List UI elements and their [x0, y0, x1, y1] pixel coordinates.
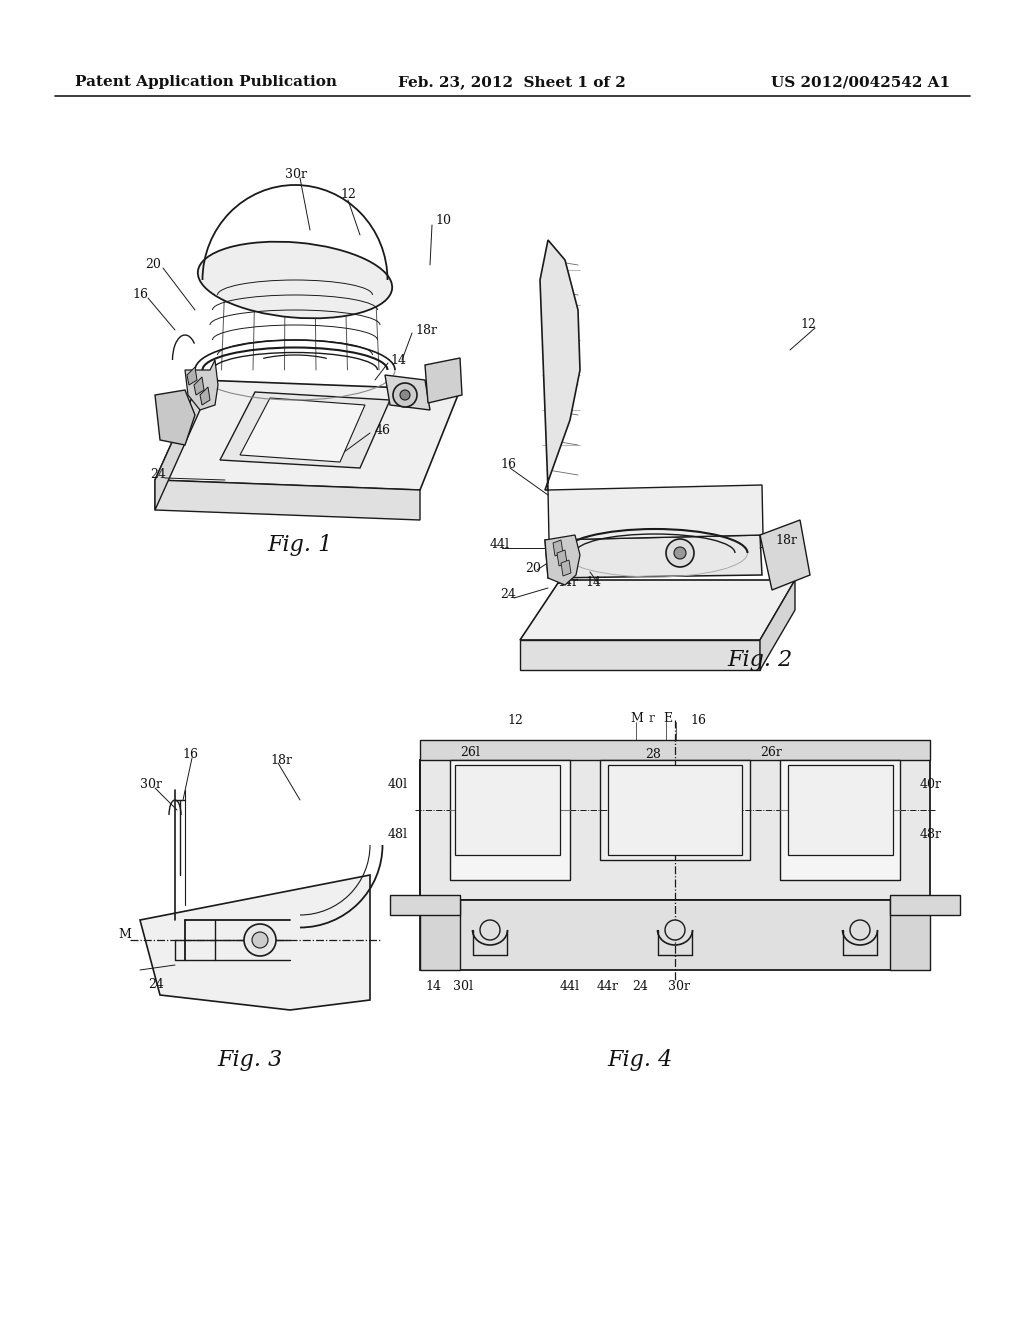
Text: E: E: [663, 711, 672, 725]
Ellipse shape: [198, 242, 392, 318]
Text: 46: 46: [375, 424, 391, 437]
Circle shape: [244, 924, 276, 956]
Polygon shape: [390, 895, 460, 915]
Polygon shape: [385, 375, 430, 411]
Text: 30r: 30r: [285, 169, 307, 181]
Polygon shape: [608, 766, 742, 855]
Polygon shape: [788, 766, 893, 855]
Circle shape: [252, 932, 268, 948]
Text: 12: 12: [800, 318, 816, 331]
Circle shape: [400, 389, 410, 400]
Text: 18r: 18r: [415, 323, 437, 337]
Circle shape: [665, 920, 685, 940]
Circle shape: [666, 539, 694, 568]
Text: Fig. 2: Fig. 2: [727, 649, 793, 671]
Text: 20: 20: [145, 259, 161, 272]
Circle shape: [674, 546, 686, 558]
Polygon shape: [420, 741, 930, 760]
Text: 18r: 18r: [775, 533, 797, 546]
Text: 14: 14: [585, 576, 601, 589]
Polygon shape: [420, 900, 460, 970]
Text: 24: 24: [150, 469, 166, 482]
Polygon shape: [520, 640, 760, 671]
Polygon shape: [561, 560, 571, 576]
Text: Fig. 3: Fig. 3: [217, 1049, 283, 1071]
Polygon shape: [155, 389, 195, 445]
Circle shape: [850, 920, 870, 940]
Polygon shape: [187, 367, 197, 385]
Text: 18r: 18r: [270, 754, 292, 767]
Text: 48r: 48r: [920, 829, 942, 842]
Polygon shape: [155, 380, 460, 490]
Text: Patent Application Publication: Patent Application Publication: [75, 75, 337, 88]
Text: 30l: 30l: [453, 981, 473, 994]
Circle shape: [480, 920, 500, 940]
Text: 24: 24: [632, 981, 648, 994]
Text: M: M: [630, 711, 643, 725]
Polygon shape: [557, 550, 567, 566]
Text: 20: 20: [525, 561, 541, 574]
Text: Fig. 4: Fig. 4: [607, 1049, 673, 1071]
Polygon shape: [200, 387, 210, 405]
Text: 14: 14: [390, 354, 406, 367]
Text: 28: 28: [645, 748, 660, 762]
Polygon shape: [553, 540, 563, 556]
Polygon shape: [890, 900, 930, 970]
Text: 30r: 30r: [668, 981, 690, 994]
Text: 16: 16: [690, 714, 706, 726]
Text: 16: 16: [132, 289, 148, 301]
Polygon shape: [425, 358, 462, 403]
Text: 24: 24: [500, 589, 516, 602]
Text: 10: 10: [435, 214, 451, 227]
Text: 40r: 40r: [920, 779, 942, 792]
Text: 16: 16: [500, 458, 516, 471]
Text: M: M: [118, 928, 131, 941]
Text: US 2012/0042542 A1: US 2012/0042542 A1: [771, 75, 950, 88]
Polygon shape: [140, 875, 370, 1010]
Polygon shape: [185, 360, 218, 411]
Text: 40l: 40l: [388, 779, 408, 792]
Text: r: r: [649, 711, 655, 725]
Text: 14: 14: [425, 981, 441, 994]
Polygon shape: [545, 535, 762, 578]
Text: 26r: 26r: [760, 746, 782, 759]
Polygon shape: [548, 484, 763, 540]
Polygon shape: [455, 766, 560, 855]
Polygon shape: [194, 378, 204, 395]
Text: 16: 16: [182, 748, 198, 762]
Text: 44r: 44r: [597, 981, 618, 994]
Text: 26l: 26l: [460, 746, 480, 759]
Polygon shape: [890, 895, 961, 915]
Polygon shape: [220, 392, 390, 469]
Polygon shape: [155, 480, 420, 520]
Polygon shape: [780, 760, 900, 880]
Text: 30r: 30r: [140, 779, 162, 792]
Text: Fig. 1: Fig. 1: [267, 535, 333, 556]
Text: 24: 24: [148, 978, 164, 991]
Polygon shape: [155, 380, 200, 510]
Text: 44r: 44r: [557, 576, 579, 589]
Polygon shape: [600, 760, 750, 861]
Polygon shape: [545, 535, 580, 585]
Text: 44l: 44l: [560, 981, 580, 994]
Polygon shape: [420, 760, 930, 900]
Polygon shape: [420, 900, 930, 970]
Polygon shape: [450, 760, 570, 880]
Text: 12: 12: [340, 189, 356, 202]
Polygon shape: [760, 579, 795, 671]
Circle shape: [393, 383, 417, 407]
Polygon shape: [240, 399, 365, 462]
Text: Feb. 23, 2012  Sheet 1 of 2: Feb. 23, 2012 Sheet 1 of 2: [398, 75, 626, 88]
Polygon shape: [520, 579, 795, 640]
Polygon shape: [540, 240, 580, 490]
Text: 12: 12: [507, 714, 523, 726]
Text: 48l: 48l: [388, 829, 408, 842]
Text: 44l: 44l: [490, 539, 510, 552]
Polygon shape: [760, 520, 810, 590]
